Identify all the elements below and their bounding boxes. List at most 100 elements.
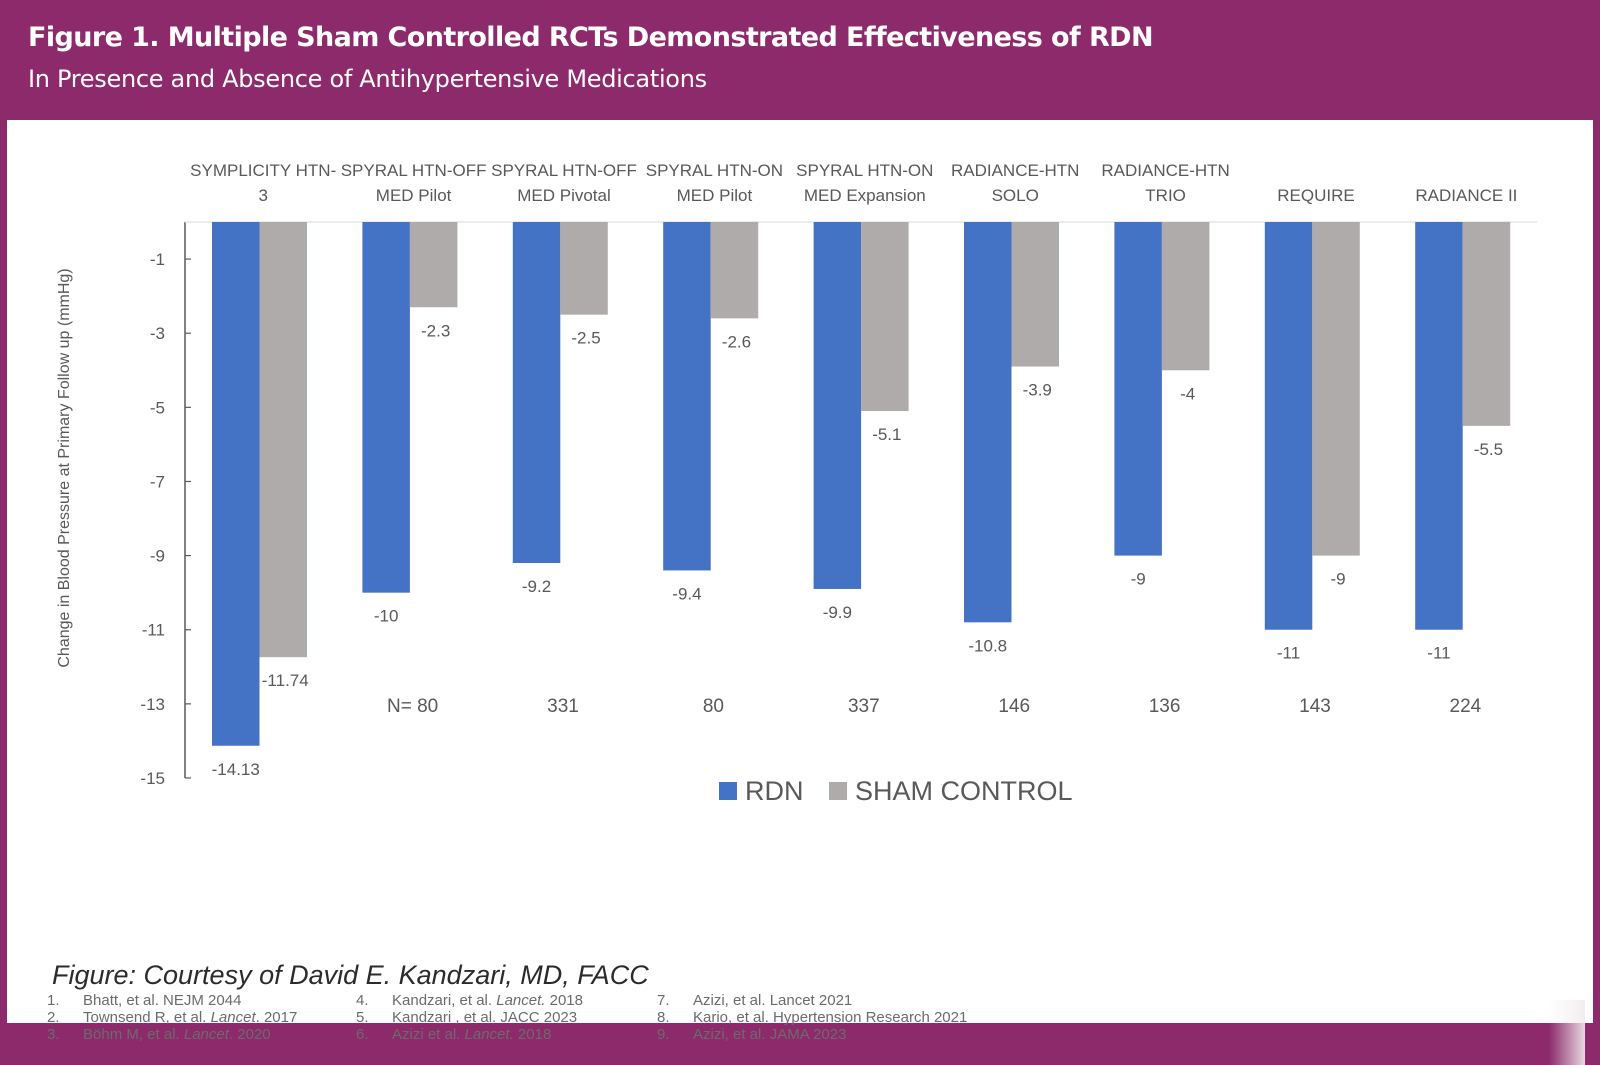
y-tick-label: -7 [150,472,165,491]
references-column-3: 7. Azizi, et al. Lancet 2021 8. Kario, et a… [657,992,967,1043]
reference-number: 3. [47,1026,60,1043]
reference-text: Azizi, et al. Lancet 2021 [693,992,853,1009]
reference-text: Azizi, et al. JAMA 2023 [693,1026,847,1043]
y-tick-label: -3 [150,324,165,343]
references-column-2: 4. Kandzari, et al. Lancet. 2018 5. Kandzar… [356,992,583,1043]
data-label-sham: -5.5 [1474,440,1503,459]
reference-text: Bhatt, et al. NEJM 2044 [83,992,242,1009]
y-tick-label: -15 [140,769,165,788]
category-label: MED Pivotal [517,186,611,205]
legend-swatch-sham [829,782,847,800]
data-label-rdn: -11 [1427,644,1450,663]
reference-text: Kandzari , et al. JACC 2023 [392,1009,578,1026]
data-labels: -14.13 -10 -9.2 -9.4 -9.9 -10.8 -9 -11 -11 -11.74… [212,321,1503,778]
sample-size-label: 143 [1299,696,1331,717]
legend-label-rdn: RDN [745,776,804,806]
bar-rdn [964,222,1012,623]
category-label: SPYRAL HTN-ON [796,161,933,180]
reference-item: 8. Kario, et al. Hypertension Research 20… [657,1009,967,1026]
data-label-rdn: -9.9 [823,603,852,622]
bar-sham [409,222,458,308]
sample-size-label: 146 [998,696,1030,717]
bar-sham [1312,222,1360,556]
figure-header: Figure 1. Multiple Sham Controlled RCTs … [0,0,1600,120]
legend: RDN SHAM CONTROL [719,776,1073,806]
y-tick-label: -1 [150,250,165,269]
bars [212,222,1511,746]
category-label: MED Pilot [376,186,452,205]
category-label: SYMPLICITY HTN- [190,161,336,180]
y-tick-label: -11 [142,621,165,640]
corner-shade [1549,1000,1585,1065]
reference-item: 1. Bhatt, et al. NEJM 2044 [47,992,297,1009]
reference-item: 2. Townsend R, et al. Lancet. 2017 [47,1009,297,1026]
reference-text: Kandzari, et al. Lancet. 2018 [392,992,583,1009]
category-label: REQUIRE [1277,186,1354,205]
data-label-rdn: -10.8 [968,636,1007,655]
reference-item: 6. Azizi et al. Lancet. 2018 [356,1026,583,1043]
figure-subtitle: In Presence and Absence of Antihypertens… [28,65,707,93]
bar-rdn [813,222,862,589]
figure-title: Figure 1. Multiple Sham Controlled RCTs … [28,22,1154,53]
bar-sham [560,222,608,315]
figure-panel: Change in Blood Pressure at Primary Foll… [7,120,1593,1065]
category-label: SPYRAL HTN-OFF [491,161,637,180]
bar-chart: Change in Blood Pressure at Primary Foll… [56,161,1537,806]
sample-size-label: 136 [1149,696,1181,717]
sample-size-labels: N= 80 331 80 337 146 136 143 224 [387,696,1482,717]
reference-text: Kario, et al. Hypertension Research 2021 [693,1009,968,1026]
reference-number: 4. [356,992,369,1009]
category-labels: SYMPLICITY HTN- 3 SPYRAL HTN-OFF MED Pilot S… [190,161,1517,205]
bar-sham [710,222,759,319]
sample-size-label: 224 [1450,696,1482,717]
reference-item: 5. Kandzari , et al. JACC 2023 [356,1009,583,1026]
reference-number: 7. [657,992,670,1009]
category-label: RADIANCE II [1415,186,1517,205]
bar-rdn [362,222,410,593]
reference-number: 6. [356,1026,369,1043]
bar-sham [1011,222,1059,367]
category-label: SPYRAL HTN-OFF [341,161,487,180]
y-tick-label: -5 [150,398,165,417]
data-label-rdn: -10 [374,607,399,626]
data-label-sham: -5.1 [872,425,901,444]
category-label: SOLO [992,186,1039,205]
data-label-sham: -2.3 [421,321,450,340]
reference-text: Böhm M, et al. Lancet. 2020 [83,1026,271,1043]
reference-text: Townsend R, et al. Lancet. 2017 [83,1009,298,1026]
bar-rdn [512,222,561,564]
data-label-rdn: -9.4 [672,584,701,603]
data-label-rdn: -9.2 [522,577,551,596]
reference-item: 4. Kandzari, et al. Lancet. 2018 [356,992,583,1009]
bar-sham [1161,222,1210,371]
category-label: MED Expansion [804,186,926,205]
y-tick-label: -13 [140,695,165,714]
bar-sham [861,222,909,412]
reference-number: 9. [657,1026,670,1043]
data-label-sham: -3.9 [1023,381,1052,400]
sample-size-label: 80 [703,696,724,717]
reference-number: 8. [657,1009,670,1026]
reference-number: 2. [47,1009,60,1026]
data-label-sham: -2.6 [722,332,751,351]
bar-rdn [212,222,260,746]
bar-rdn [1114,222,1162,556]
bar-sham [259,222,307,658]
bar-rdn [1264,222,1313,630]
data-label-rdn: -9 [1131,570,1146,589]
reference-item: 7. Azizi, et al. Lancet 2021 [657,992,967,1009]
data-label-sham: -11.74 [262,671,309,690]
reference-item: 9. Azizi, et al. JAMA 2023 [657,1026,967,1043]
data-label-sham: -4 [1180,384,1195,403]
data-label-rdn: -14.13 [212,760,260,779]
data-label-rdn: -11 [1277,644,1300,663]
legend-swatch-rdn [719,782,737,800]
bar-rdn [1415,222,1463,630]
sample-size-label: N= 80 [387,696,438,717]
legend-label-sham: SHAM CONTROL [855,776,1073,806]
category-label: RADIANCE-HTN [951,161,1079,180]
reference-number: 1. [47,992,60,1009]
bar-rdn [663,222,711,571]
y-axis-label: Change in Blood Pressure at Primary Foll… [56,268,73,667]
reference-number: 5. [356,1009,369,1026]
